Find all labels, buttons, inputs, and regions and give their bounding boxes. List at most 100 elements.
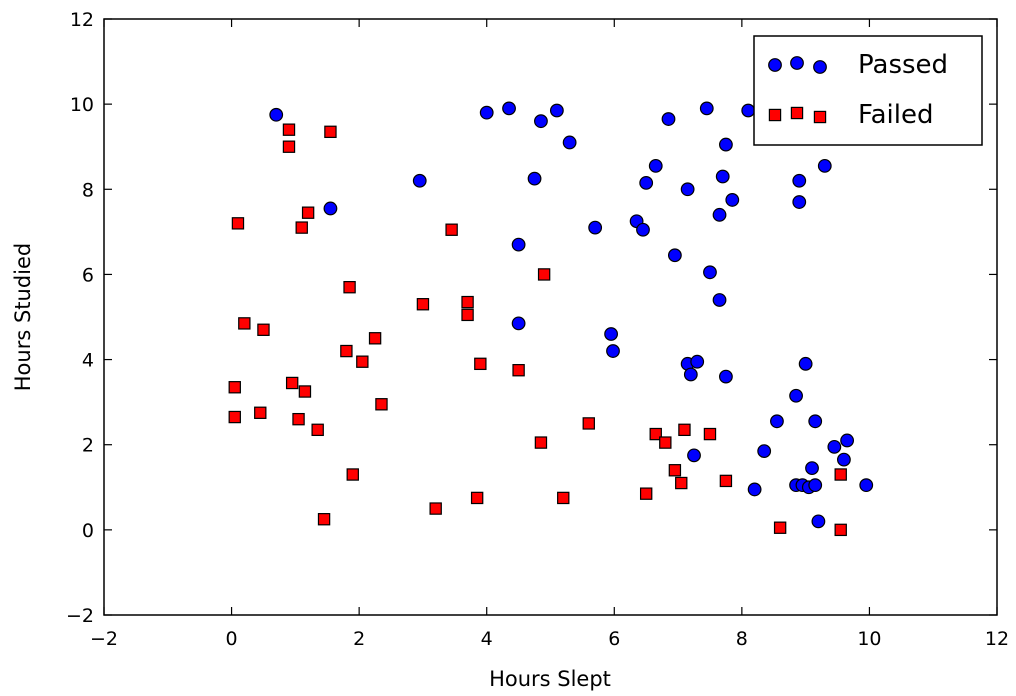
y-tick-label: 4: [82, 350, 94, 372]
legend-marker-failed: [790, 106, 804, 120]
data-point-failed-20: [368, 332, 382, 345]
data-point-passed-51: [840, 433, 855, 448]
x-tick-label: 12: [985, 628, 1009, 650]
data-point-passed-49: [827, 439, 842, 454]
data-point-passed-39: [792, 173, 807, 188]
data-point-failed-28: [474, 357, 487, 371]
data-point-passed-42: [798, 356, 813, 371]
data-point-passed-28: [712, 293, 727, 307]
y-axis-label: Hours Studied: [11, 243, 35, 392]
y-tick-label: −2: [66, 605, 94, 627]
data-point-passed-9: [549, 103, 564, 118]
data-point-passed-50: [837, 452, 851, 467]
data-point-failed-39: [678, 423, 691, 437]
data-point-failed-15: [324, 125, 337, 139]
legend-marker-passed: [768, 58, 782, 72]
data-point-passed-15: [636, 222, 650, 237]
data-point-failed-22: [416, 298, 430, 311]
data-point-passed-5: [511, 237, 526, 252]
data-point-passed-52: [859, 478, 874, 493]
legend-marker-failed: [813, 110, 827, 124]
legend: Passed Failed: [753, 35, 983, 146]
data-point-passed-34: [747, 482, 762, 497]
data-point-failed-10: [295, 221, 308, 234]
data-point-passed-30: [719, 137, 733, 152]
data-point-passed-26: [703, 265, 717, 280]
data-point-failed-38: [675, 476, 688, 490]
plot-marks: [228, 101, 874, 537]
data-point-failed-29: [512, 364, 525, 377]
data-point-passed-45: [808, 478, 823, 493]
data-point-failed-26: [461, 295, 474, 309]
data-point-passed-18: [661, 112, 676, 126]
data-point-passed-48: [817, 158, 832, 173]
data-point-passed-47: [811, 514, 826, 529]
x-axis: −2 0 2 4 6 8 10 12: [90, 19, 1009, 650]
x-tick-label: 2: [353, 628, 365, 650]
data-point-passed-7: [527, 171, 542, 186]
data-point-failed-17: [343, 281, 356, 294]
data-point-failed-25: [461, 308, 474, 322]
data-point-passed-17: [648, 158, 663, 173]
data-point-passed-37: [789, 388, 803, 403]
data-point-failed-9: [292, 412, 305, 426]
data-point-passed-32: [725, 193, 740, 207]
data-point-failed-34: [639, 487, 653, 500]
data-point-passed-4: [502, 101, 516, 116]
data-point-passed-29: [715, 169, 730, 184]
x-tick-label: 6: [608, 628, 620, 650]
data-point-passed-20: [680, 182, 695, 197]
data-point-failed-12: [301, 206, 315, 219]
legend-marker-passed: [790, 56, 804, 70]
data-point-failed-14: [317, 513, 331, 526]
data-point-passed-36: [770, 414, 784, 429]
data-point-failed-16: [340, 344, 353, 358]
data-point-passed-25: [699, 101, 714, 116]
x-tick-label: 4: [481, 628, 493, 650]
data-point-passed-23: [687, 448, 701, 463]
data-point-passed-8: [534, 114, 548, 129]
y-tick-label: 2: [82, 435, 94, 457]
y-tick-label: 10: [70, 94, 94, 116]
data-point-failed-27: [470, 491, 484, 505]
data-point-passed-3: [479, 105, 494, 120]
data-point-failed-33: [582, 417, 595, 430]
y-tick-label: 6: [82, 264, 94, 286]
data-point-failed-32: [557, 491, 570, 505]
data-point-passed-16: [639, 175, 654, 190]
data-point-failed-0: [228, 410, 241, 424]
data-point-passed-19: [667, 248, 682, 263]
data-point-passed-11: [588, 220, 603, 235]
data-point-failed-43: [834, 468, 847, 481]
x-tick-label: 0: [226, 628, 238, 650]
legend-label-passed: Passed: [858, 50, 948, 80]
data-point-failed-19: [356, 355, 369, 368]
y-tick-label: 8: [82, 179, 94, 201]
data-point-failed-35: [649, 427, 662, 441]
data-point-failed-6: [282, 140, 296, 153]
data-point-failed-1: [228, 381, 241, 394]
data-point-failed-13: [311, 423, 324, 437]
data-point-failed-5: [257, 323, 270, 336]
x-tick-label: −2: [90, 628, 118, 650]
data-point-failed-24: [445, 223, 458, 236]
data-point-failed-44: [834, 523, 847, 537]
data-point-passed-27: [712, 207, 727, 222]
data-point-passed-24: [690, 354, 705, 369]
data-point-passed-10: [562, 135, 577, 150]
data-point-failed-40: [703, 427, 717, 441]
data-point-failed-8: [285, 376, 299, 390]
data-point-failed-30: [534, 436, 548, 449]
x-tick-label: 8: [736, 628, 748, 650]
data-point-passed-13: [606, 344, 620, 358]
x-axis-label: Hours Slept: [489, 667, 611, 691]
data-point-failed-42: [773, 521, 787, 534]
legend-markers: [768, 56, 827, 124]
data-point-passed-35: [757, 444, 772, 459]
legend-marker-passed: [813, 60, 827, 74]
data-point-failed-37: [668, 464, 682, 477]
data-point-passed-2: [412, 173, 427, 188]
data-point-passed-44: [805, 461, 819, 476]
data-point-failed-7: [282, 123, 296, 136]
